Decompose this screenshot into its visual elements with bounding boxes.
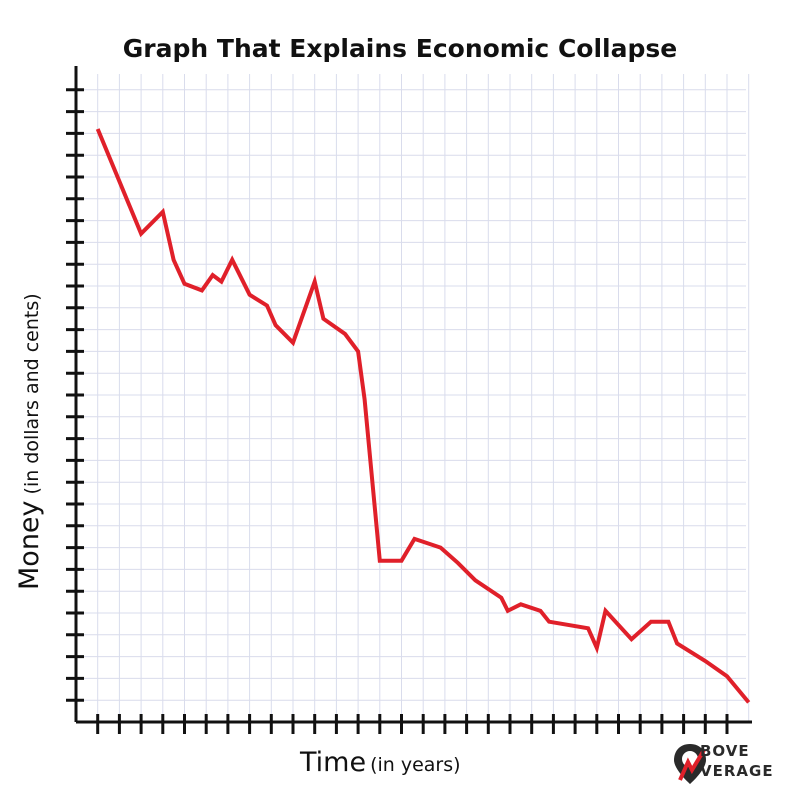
x-axis-label: Time (in years) xyxy=(300,747,461,778)
y-axis-label-note: (in dollars and cents) xyxy=(21,293,43,495)
series-line-0 xyxy=(95,128,751,704)
series-layer xyxy=(95,128,751,704)
x-axis-label-main: Time xyxy=(300,747,367,778)
axis-ticks xyxy=(66,88,729,734)
y-axis-label-main: Money xyxy=(14,500,45,590)
logo-text-bottom: VERAGE xyxy=(700,762,774,780)
y-axis-label: Money (in dollars and cents) xyxy=(14,293,45,590)
x-axis-label-note: (in years) xyxy=(370,754,461,776)
logo-text-top: BOVE xyxy=(700,742,750,760)
logo-mark-icon xyxy=(674,744,706,784)
chart-title: Graph That Explains Economic Collapse xyxy=(122,34,678,63)
above-average-logo: BOVE VERAGE xyxy=(670,740,790,788)
